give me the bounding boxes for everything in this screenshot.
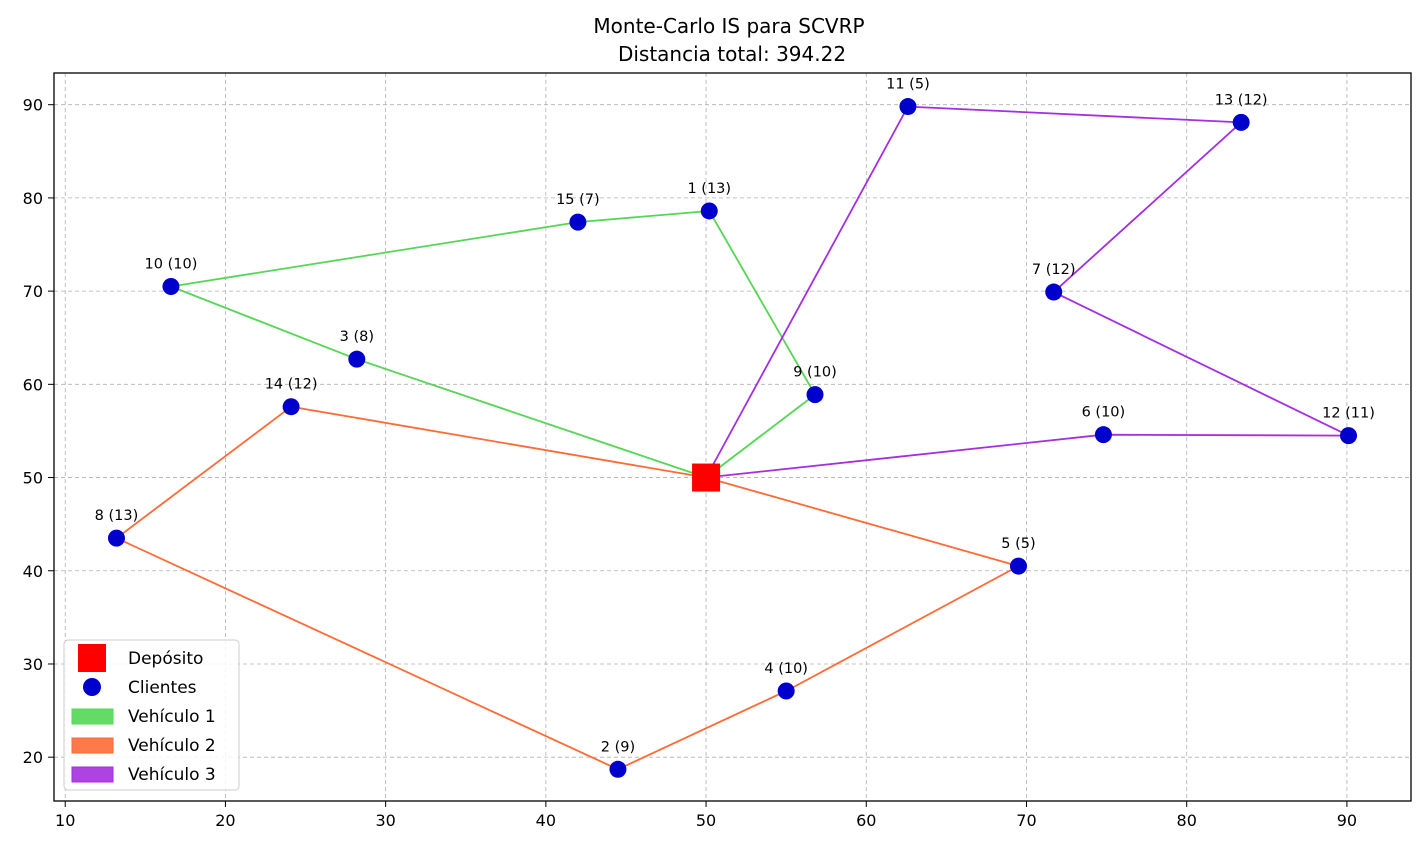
x-tick-label: 90	[1337, 811, 1357, 830]
route-line-vehicle-3	[705, 105, 1350, 479]
client-point	[899, 98, 917, 116]
client-label: 5 (5)	[1001, 536, 1035, 552]
route-line-vehicle-1	[170, 210, 816, 479]
client-point	[700, 202, 718, 220]
legend-swatch-vehicle-2	[71, 737, 114, 754]
points	[107, 98, 1358, 778]
axis-ticks: 10 20 30 40 50 60 70 80 90 20 30 40 50 60 70 80 90	[23, 96, 1357, 830]
y-tick-label: 40	[23, 562, 43, 581]
client-label: 6 (10)	[1082, 405, 1126, 421]
client-point	[1232, 113, 1250, 131]
y-tick-label: 70	[23, 282, 43, 301]
legend-swatch-vehicle-3	[71, 766, 114, 783]
x-tick-label: 30	[375, 811, 395, 830]
x-tick-label: 50	[696, 811, 716, 830]
client-point	[569, 213, 587, 231]
client-label: 11 (5)	[886, 77, 930, 93]
client-label: 9 (10)	[793, 365, 837, 381]
x-tick-label: 10	[55, 811, 75, 830]
depot-marker	[692, 463, 721, 492]
client-point	[1094, 426, 1112, 444]
client-label: 10 (10)	[145, 256, 198, 272]
y-tick-label: 80	[23, 189, 43, 208]
x-tick-label: 60	[856, 811, 876, 830]
chart-title: Monte-Carlo IS para SCVRP	[593, 14, 864, 38]
plot-frame	[53, 72, 1412, 802]
grid	[54, 73, 1411, 801]
legend: Depósito Clientes Vehículo 1 Vehículo 2 Vehí…	[63, 639, 240, 791]
legend-clients-marker	[83, 678, 101, 696]
y-tick-label: 60	[23, 375, 43, 394]
client-point	[806, 386, 824, 404]
client-point	[162, 277, 180, 295]
x-tick-label: 80	[1177, 811, 1197, 830]
client-point	[1045, 283, 1063, 301]
x-tick-label: 40	[536, 811, 556, 830]
client-label: 7 (12)	[1032, 262, 1076, 278]
x-tick-label: 20	[215, 811, 235, 830]
client-label: 12 (11)	[1322, 406, 1375, 422]
client-point	[777, 682, 795, 700]
client-label: 3 (8)	[340, 329, 374, 345]
route-line-vehicle-2	[115, 405, 1020, 771]
client-point	[282, 398, 300, 416]
client-label: 4 (10)	[764, 661, 808, 677]
client-point	[107, 529, 125, 547]
client-label: 14 (12)	[265, 377, 318, 393]
legend-label-vehicle-1: Vehículo 1	[128, 707, 216, 727]
y-tick-label: 50	[23, 469, 43, 488]
legend-depot-marker	[78, 644, 106, 672]
point-labels: 1 (13) 2 (9) 3 (8) 4 (10) 5 (5) 6 (10) 7 (12) 8…	[95, 77, 1375, 756]
y-tick-label: 90	[23, 96, 43, 115]
client-label: 15 (7)	[556, 192, 600, 208]
client-label: 13 (12)	[1215, 92, 1268, 108]
client-point	[1009, 557, 1027, 575]
legend-label-depot: Depósito	[128, 649, 203, 669]
client-label: 8 (13)	[95, 508, 139, 524]
client-point	[348, 350, 366, 368]
legend-label-vehicle-3: Vehículo 3	[128, 765, 216, 785]
y-tick-label: 30	[23, 655, 43, 674]
legend-label-clients: Clientes	[128, 678, 197, 698]
client-point	[1340, 427, 1358, 445]
legend-swatch-vehicle-1	[71, 708, 114, 725]
y-tick-label: 20	[23, 748, 43, 767]
routes	[115, 105, 1350, 771]
x-tick-label: 70	[1016, 811, 1036, 830]
chart-subtitle: Distancia total: 394.22	[618, 42, 846, 66]
legend-label-vehicle-2: Vehículo 2	[128, 736, 216, 756]
client-point	[609, 760, 627, 778]
client-label: 2 (9)	[601, 739, 635, 755]
client-label: 1 (13)	[687, 181, 731, 197]
